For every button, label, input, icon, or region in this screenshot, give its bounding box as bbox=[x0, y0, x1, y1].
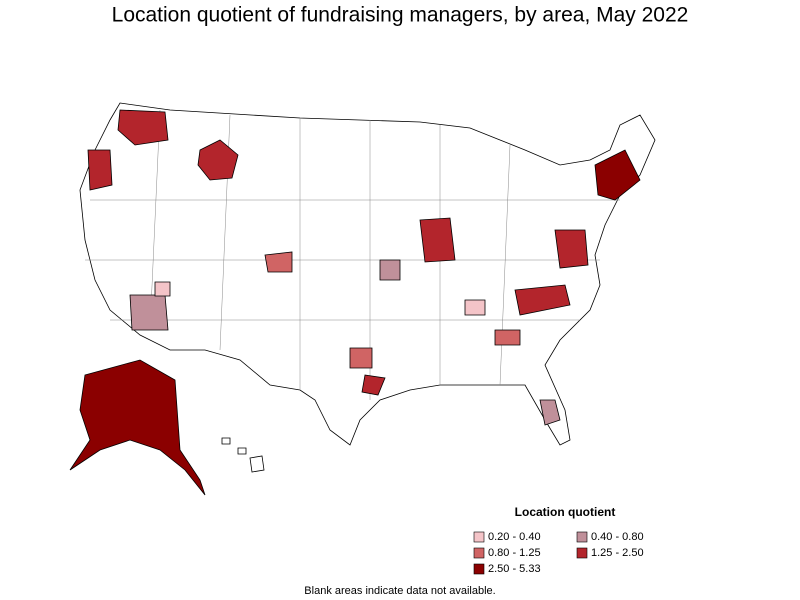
legend-swatch bbox=[576, 531, 588, 543]
region bbox=[154, 281, 171, 297]
region bbox=[197, 139, 239, 181]
legend-label: 0.20 - 0.40 bbox=[488, 531, 541, 543]
map bbox=[69, 102, 656, 496]
region bbox=[129, 294, 169, 331]
legend-swatch bbox=[473, 547, 485, 559]
hawaii bbox=[221, 437, 265, 473]
region bbox=[494, 329, 521, 346]
alaska bbox=[69, 359, 206, 496]
region bbox=[464, 299, 486, 316]
region bbox=[349, 347, 373, 369]
region bbox=[264, 251, 293, 273]
legend-title: Location quotient bbox=[515, 505, 616, 519]
legend-label: 0.80 - 1.25 bbox=[488, 547, 541, 559]
legend-swatch bbox=[473, 563, 485, 575]
legend-label: 2.50 - 5.33 bbox=[488, 563, 541, 575]
legend: 0.20 - 0.40 0.40 - 0.80 0.80 - 1.25 1.25 - … bbox=[473, 531, 644, 575]
lower-48 bbox=[79, 102, 656, 446]
legend-swatch bbox=[576, 547, 588, 559]
legend-label: 0.40 - 0.80 bbox=[591, 531, 644, 543]
legend-swatch bbox=[473, 531, 485, 543]
region bbox=[539, 399, 561, 426]
region bbox=[87, 149, 113, 191]
region bbox=[594, 149, 641, 201]
region bbox=[361, 374, 386, 396]
region bbox=[514, 284, 571, 316]
region bbox=[419, 217, 456, 263]
region bbox=[117, 109, 169, 146]
region bbox=[554, 229, 589, 269]
legend-label: 1.25 - 2.50 bbox=[591, 547, 644, 559]
map-title: Location quotient of fundraising manager… bbox=[112, 4, 689, 27]
region bbox=[379, 259, 401, 281]
footnote: Blank areas indicate data not available. bbox=[304, 585, 495, 597]
